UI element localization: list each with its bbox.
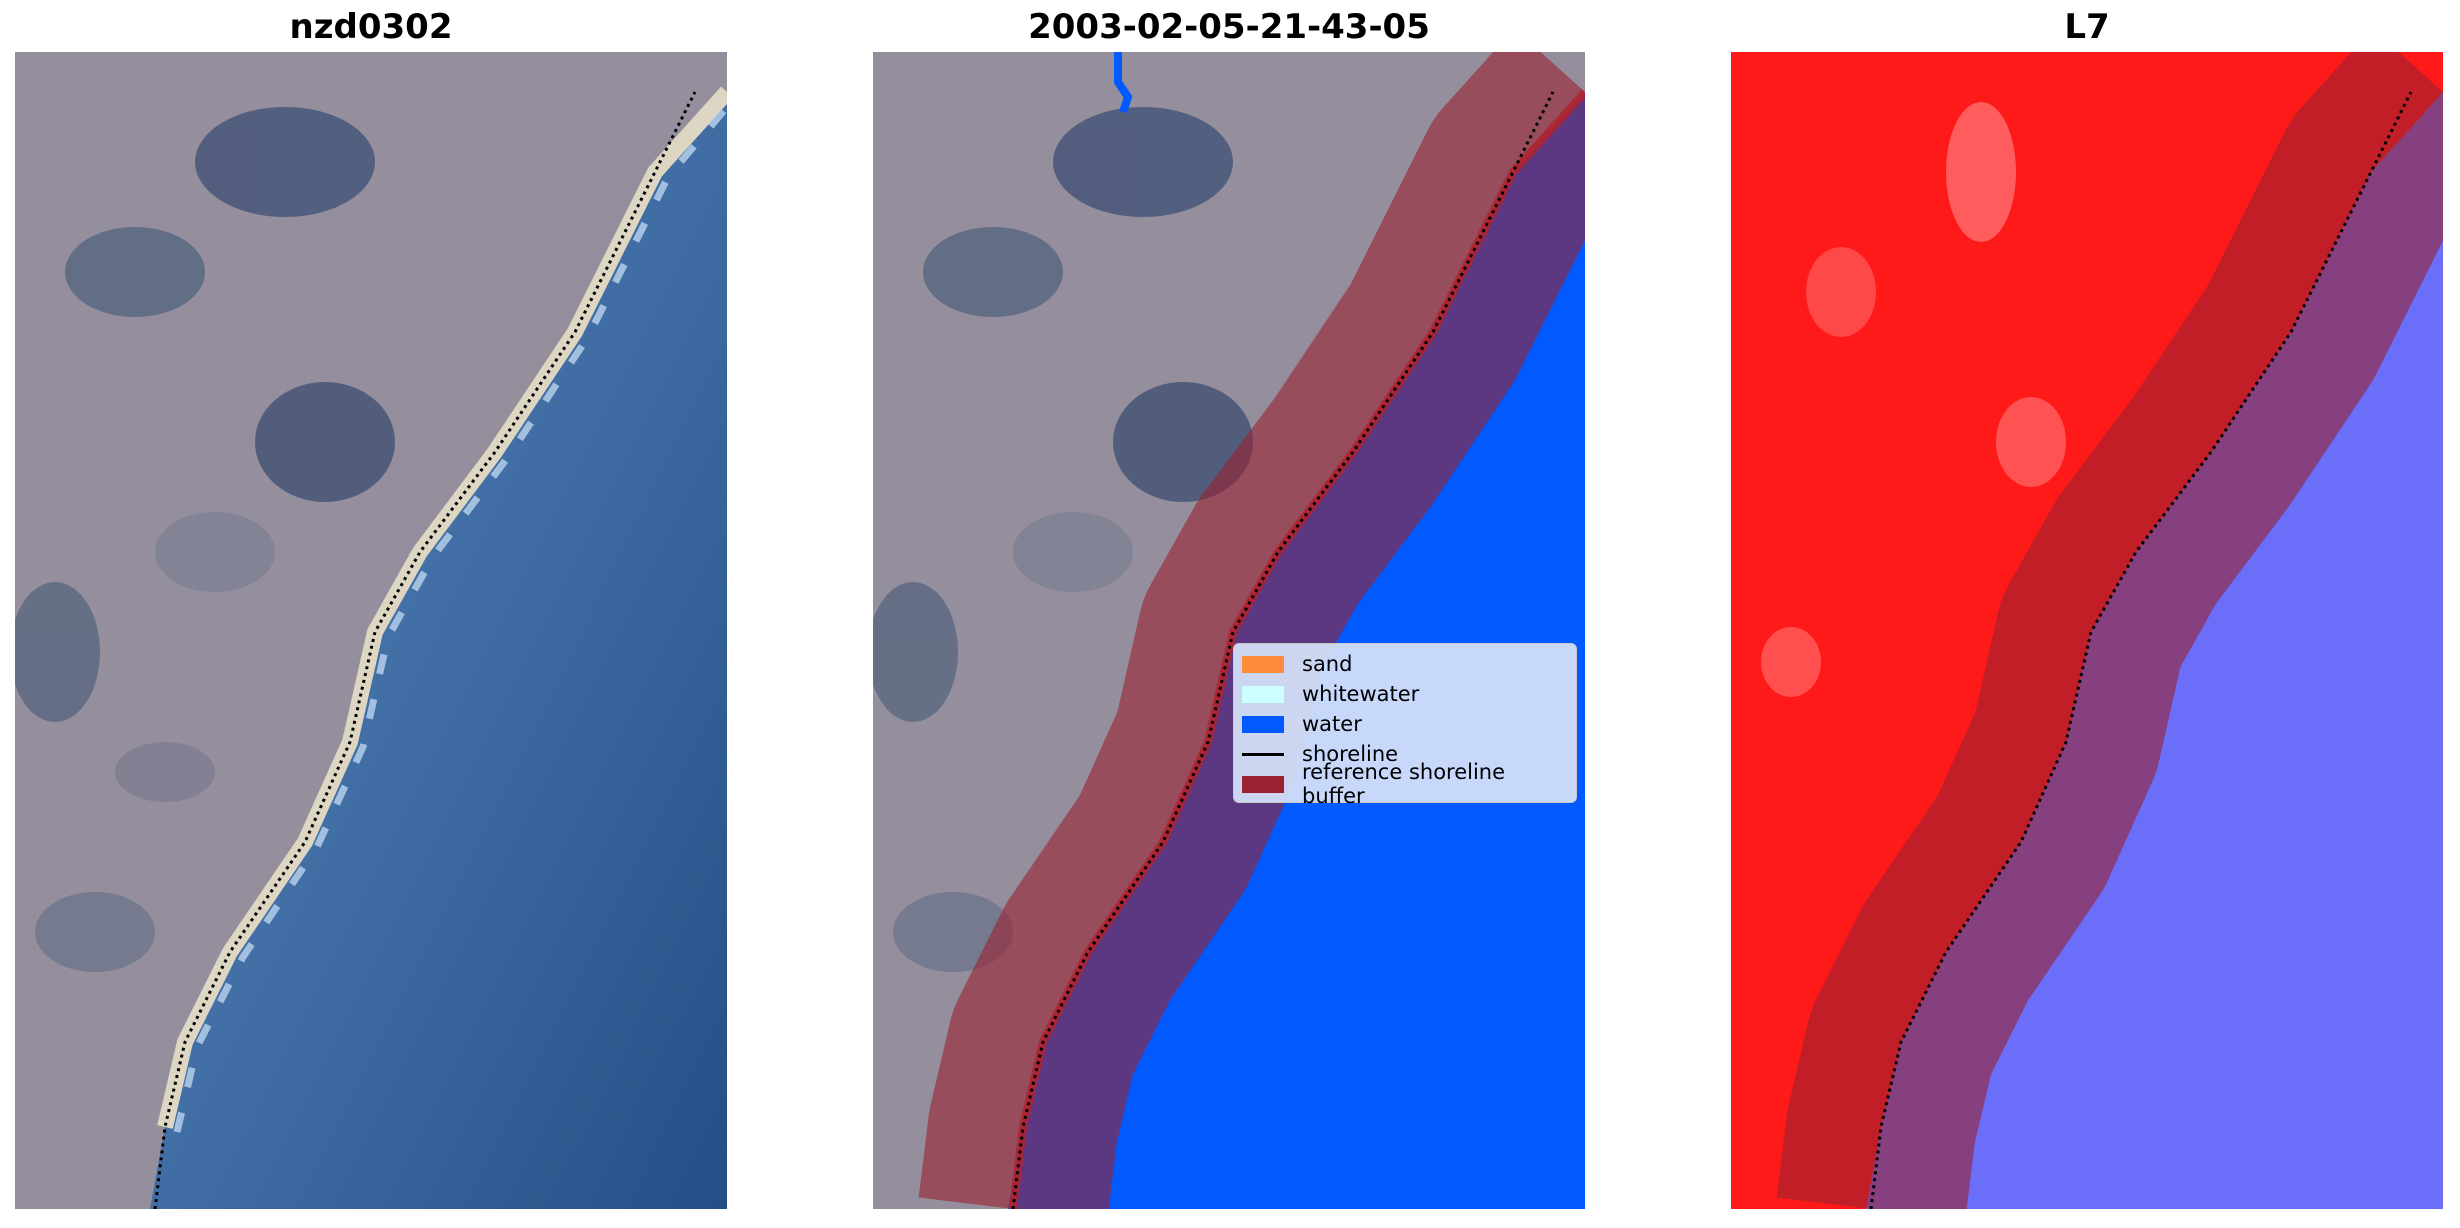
legend-item-sand: sand <box>1242 649 1568 679</box>
land-shadows <box>873 107 1253 972</box>
legend-swatch-sand <box>1242 655 1284 673</box>
whitewater-surf <box>173 104 727 1133</box>
legend-item-whitewater: whitewater <box>1242 679 1568 709</box>
legend-label-water: water <box>1302 712 1362 736</box>
classified-image-panel <box>873 52 1585 1209</box>
panel-title-image: nzd0302 <box>289 7 453 47</box>
shoreline-line <box>153 91 697 1209</box>
legend: sand whitewater water shoreline referenc… <box>1233 643 1577 808</box>
legend-swatch-water <box>1242 715 1284 733</box>
index-image-panel <box>1731 52 2443 1209</box>
legend-item-water: water <box>1242 709 1568 739</box>
legend-swatch-buffer <box>1242 775 1284 793</box>
classified-water-stream <box>1114 52 1133 114</box>
legend-item-buffer: reference shoreline buffer <box>1242 760 1568 808</box>
legend-item-shoreline: shoreline <box>1242 739 1568 769</box>
shoreline-line <box>1011 91 1555 1209</box>
index-land-highlights <box>1761 102 2066 697</box>
legend-swatch-whitewater <box>1242 685 1284 703</box>
rgb-image-panel <box>15 52 727 1209</box>
legend-label-shoreline: shoreline <box>1302 742 1399 766</box>
classified-satellite-image <box>873 52 1585 1209</box>
legend-label-sand: sand <box>1302 652 1353 676</box>
legend-swatch-shoreline <box>1242 752 1284 756</box>
rgb-satellite-image <box>15 52 727 1209</box>
legend-label-buffer: reference shoreline buffer <box>1302 760 1506 808</box>
panel-title-satellite: L7 <box>2064 7 2110 47</box>
mndwi-index-image <box>1731 52 2443 1209</box>
panel-title-date: 2003-02-05-21-43-05 <box>1028 7 1430 47</box>
shoreline-line <box>1869 91 2413 1209</box>
beach-strip <box>157 86 727 1129</box>
land-shadows <box>15 107 395 972</box>
ocean-area <box>150 52 727 1209</box>
legend-label-whitewater: whitewater <box>1302 682 1420 706</box>
